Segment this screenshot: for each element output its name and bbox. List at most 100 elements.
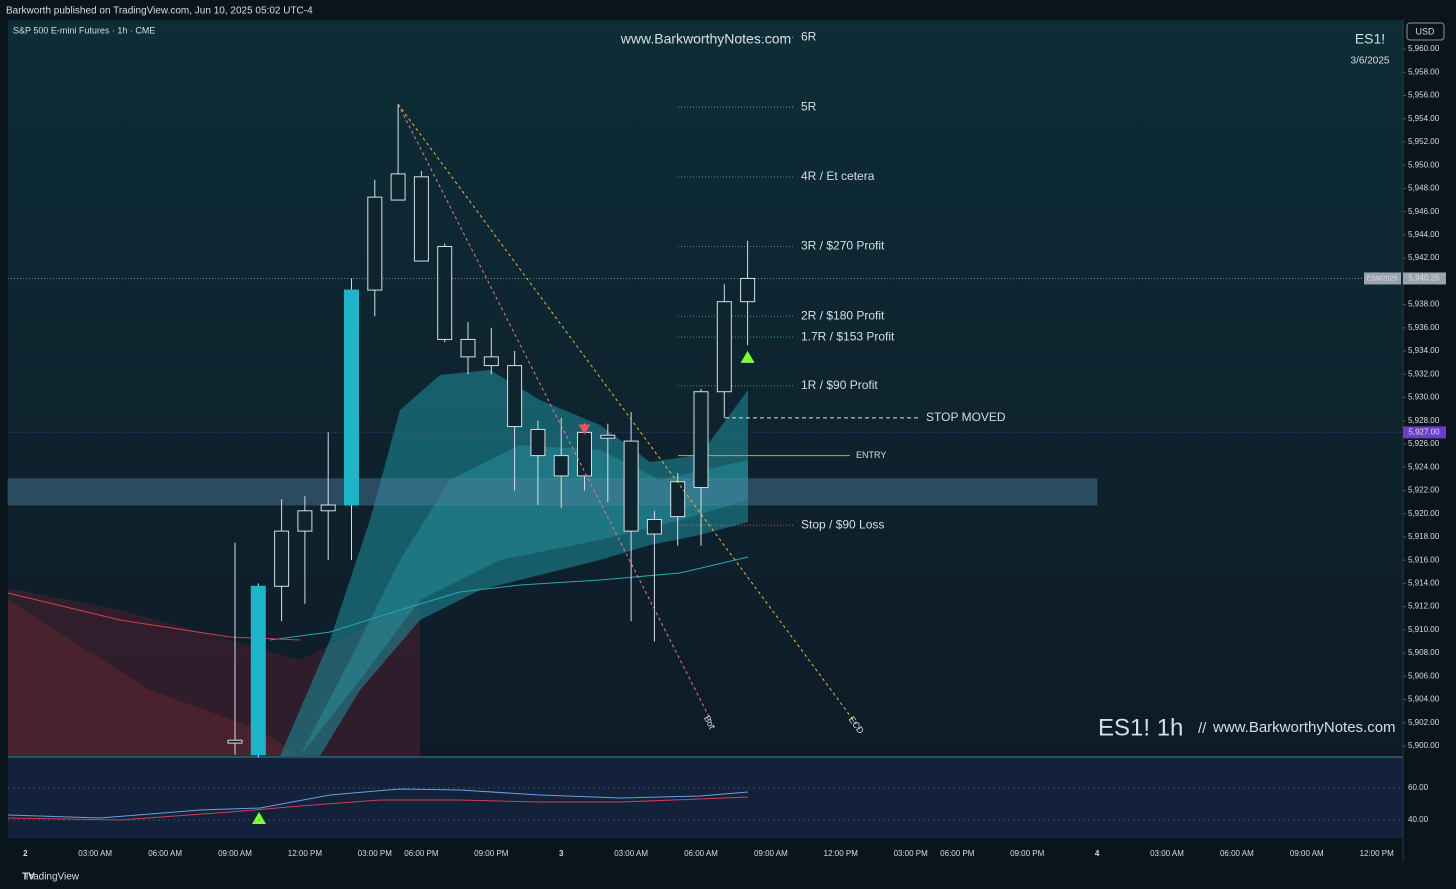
x-tick-label: 06:00 AM: [684, 849, 718, 858]
watermark: www.BarkworthyNotes.com: [620, 31, 791, 47]
lower-tick-label: 40.00: [1408, 815, 1429, 824]
y-tick-label: 5,910.00: [1408, 625, 1440, 634]
brand: TradingView: [24, 872, 80, 883]
ticker: ES1!: [1355, 31, 1385, 47]
candle-body: [274, 530, 290, 587]
entry-label: ENTRY: [856, 450, 886, 460]
candle-body: [437, 246, 453, 340]
trendline: [397, 103, 863, 732]
y-tick-label: 5,930.00: [1408, 393, 1440, 402]
price-label-box: [1403, 426, 1446, 439]
x-tick-label: 06:00 PM: [404, 849, 439, 858]
candle-body: [600, 434, 616, 439]
x-tick-label: 09:00 AM: [754, 849, 788, 858]
y-tick-label: 5,912.00: [1408, 602, 1440, 611]
x-tick-label: 06:00 PM: [940, 849, 975, 858]
candle-body: [320, 504, 336, 512]
y-tick-label: 5,934.00: [1408, 346, 1440, 355]
y-tick-label: 5,952.00: [1408, 137, 1440, 146]
y-tick-label: 5,906.00: [1408, 671, 1440, 680]
price-label: 5,927.00: [1408, 427, 1440, 436]
moving-average: [269, 556, 749, 641]
candle-body: [390, 173, 406, 201]
stop-moved-label: STOP MOVED: [926, 410, 1006, 424]
x-tick-label: 12:00 PM: [824, 849, 859, 858]
price-label: 5,940.25: [1408, 274, 1440, 283]
oscillator-line: [7, 788, 749, 819]
candle-body: [530, 428, 546, 457]
level-label: 3R / $270 Profit: [801, 239, 885, 253]
candle-body: [507, 365, 523, 428]
y-tick-label: 5,924.00: [1408, 462, 1440, 471]
y-tick-label: 5,958.00: [1408, 67, 1440, 76]
candle-body: [344, 289, 359, 506]
signature: ES1! 1h: [1098, 714, 1183, 741]
x-tick-label: 03:00 PM: [894, 849, 929, 858]
y-tick-label: 5,950.00: [1408, 160, 1440, 169]
y-tick-label: 5,900.00: [1408, 741, 1440, 750]
candle-body: [297, 510, 313, 532]
x-tick-label: 2: [23, 849, 28, 858]
x-tick-label: 12:00 PM: [1360, 849, 1395, 858]
level-label: 1R / $90 Profit: [801, 378, 878, 392]
publisher: Barkworth published on TradingView.com, …: [6, 6, 313, 17]
oscillator-signal-marker: [252, 812, 266, 824]
y-tick-label: 5,956.00: [1408, 91, 1440, 100]
lower-pane: [8, 758, 1403, 838]
plot-area: [8, 20, 1403, 756]
x-tick-label: 4: [1095, 849, 1100, 858]
x-tick-label: 12:00 PM: [288, 849, 323, 858]
x-tick-label: 09:00 PM: [474, 849, 509, 858]
candle-body: [460, 338, 476, 358]
lower-tick-label: 60.00: [1408, 783, 1429, 792]
y-tick-label: 5,960.00: [1408, 44, 1440, 53]
y-tick-label: 5,904.00: [1408, 695, 1440, 704]
zone: [7, 478, 1098, 506]
y-tick-label: 5,944.00: [1408, 230, 1440, 239]
x-tick-label: 09:00 AM: [1290, 849, 1324, 858]
x-tick-label: 03:00 AM: [614, 849, 648, 858]
candle-body: [367, 196, 383, 291]
currency-box[interactable]: [1406, 22, 1445, 41]
y-tick-label: 5,902.00: [1408, 718, 1440, 727]
y-tick-label: 5,936.00: [1408, 323, 1440, 332]
signal-marker: [740, 350, 755, 363]
level-label: 5R: [801, 99, 817, 113]
level-label: 4R / Et cetera: [801, 169, 875, 183]
level-label: 2R / $180 Profit: [801, 308, 885, 322]
y-tick-label: 5,916.00: [1408, 555, 1440, 564]
candle-body: [740, 277, 756, 303]
level-label: 1.7R / $153 Profit: [801, 329, 895, 343]
price-label-box: [1403, 272, 1446, 285]
price-name: ESM2025: [1367, 275, 1398, 282]
y-tick-label: 5,932.00: [1408, 369, 1440, 378]
symbol-title: S&P 500 E-mini Futures · 1h · CME: [13, 25, 155, 35]
level-label: Stop / $90 Loss: [801, 517, 884, 531]
x-tick-label: 06:00 AM: [1220, 849, 1254, 858]
y-tick-label: 5,948.00: [1408, 184, 1440, 193]
y-tick-label: 5,926.00: [1408, 439, 1440, 448]
y-tick-label: 5,928.00: [1408, 416, 1440, 425]
candle-body: [553, 455, 569, 477]
candle-body: [227, 739, 243, 744]
price-name-box: [1364, 272, 1401, 285]
candle-body: [646, 518, 662, 535]
signal-marker: [578, 424, 591, 435]
x-tick-label: 03:00 AM: [1150, 849, 1184, 858]
x-tick-label: 09:00 PM: [1010, 849, 1045, 858]
y-tick-label: 5,942.00: [1408, 253, 1440, 262]
candle-body: [693, 391, 709, 489]
y-tick-label: 5,918.00: [1408, 532, 1440, 541]
brand-logo: TV: [22, 872, 35, 883]
x-tick-label: 03:00 AM: [78, 849, 112, 858]
y-tick-label: 5,922.00: [1408, 486, 1440, 495]
y-tick-label: 5,908.00: [1408, 648, 1440, 657]
level-label: 6R: [801, 30, 817, 44]
trendline: [397, 103, 716, 729]
candle-body: [670, 481, 686, 518]
x-tick-label: 3: [559, 849, 564, 858]
signature-url: www.BarkworthyNotes.com: [1212, 719, 1396, 736]
currency[interactable]: USD: [1415, 26, 1435, 36]
